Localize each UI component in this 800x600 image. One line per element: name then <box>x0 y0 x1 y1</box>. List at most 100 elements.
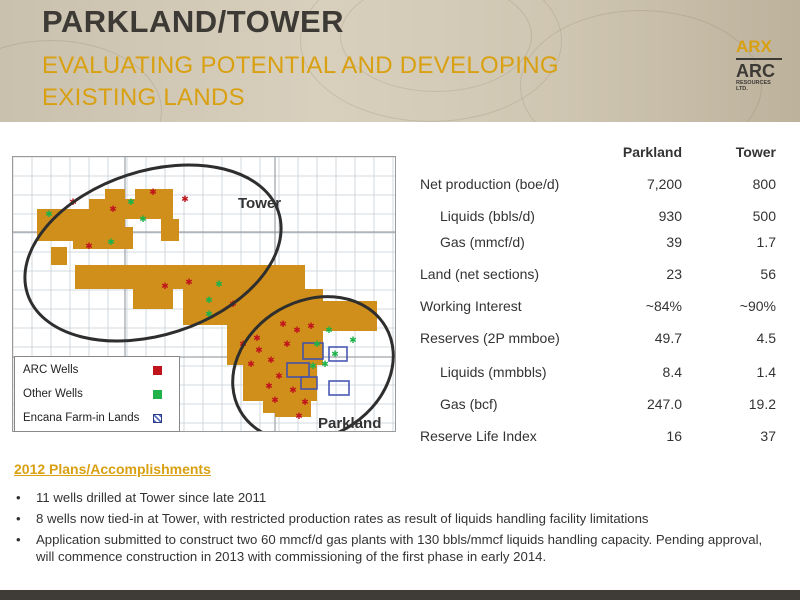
well-symbol: ✱ <box>283 340 291 350</box>
well-symbol: ✱ <box>139 215 147 225</box>
stats-tower-value: 500 <box>752 208 776 224</box>
well-symbol: ✱ <box>253 334 261 344</box>
parkland-label: Parkland <box>318 415 382 432</box>
stats-row-label: Reserve Life Index <box>420 428 537 444</box>
well-symbol: ✱ <box>85 242 93 252</box>
stats-row-label: Liquids (mmbbls) <box>440 364 547 380</box>
well-symbol: ✱ <box>301 398 309 408</box>
land-parcel <box>89 199 105 227</box>
land-parcel <box>73 227 133 249</box>
bullet-dot: • <box>16 490 21 505</box>
stats-tower-value: 37 <box>760 428 776 444</box>
land-parcel <box>51 247 67 265</box>
arc-resources-logo: ARX ARC RESOURCES LTD. <box>736 38 782 92</box>
land-parcel <box>75 265 195 289</box>
legend-swatch-farm-in <box>153 414 162 423</box>
logo-line1: RESOURCES <box>736 80 771 86</box>
land-parcel <box>125 199 135 219</box>
well-symbol: ✱ <box>255 346 263 356</box>
land-parcel <box>263 401 307 413</box>
stats-row-label: Land (net sections) <box>420 266 540 282</box>
stats-row-label: Gas (mmcf/d) <box>440 234 525 250</box>
well-symbol: ✱ <box>107 238 115 248</box>
well-symbol: ✱ <box>181 195 189 205</box>
well-symbol: ✱ <box>331 350 339 360</box>
col-header-tower: Tower <box>735 144 776 160</box>
stats-parkland-value: 7,200 <box>646 176 682 192</box>
stats-header-row: Parkland Tower <box>420 144 780 166</box>
legend-swatch-arc-wells <box>153 366 162 375</box>
stats-parkland-value: 930 <box>658 208 682 224</box>
stats-parkland-value: 39 <box>666 234 682 250</box>
legend-swatch-other-wells <box>153 390 162 399</box>
farm-in-parcel <box>300 376 318 390</box>
well-symbol: ✱ <box>149 188 157 198</box>
land-parcel <box>323 301 377 331</box>
map-graphic: ✱✱✱ ✱✱ ✱✱✱✱✱✱✱✱ ✱✱✱✱✱✱✱✱✱✱ ✱✱✱✱✱✱✱✱✱✱✱✱✱ <box>13 157 395 431</box>
well-symbol: ✱ <box>295 412 303 422</box>
well-symbol: ✱ <box>289 386 297 396</box>
land-map: ✱ ✱ ✱ ✱ ✱ ✱ ✱ ✱ ✱ ✱ ✱ ✱ ✱ ✱ ✱ ✱ ✱ ✱ ✱ ✱ ✱ ✱ ✱ ✱ ✱ ✱ ✱ ✱ ✱ ✱ ✱ ✱ ✱ ✱ ✱ ✱ <box>12 156 396 432</box>
stats-row: Reserves (2P mmboe) 49.7 4.5 <box>420 330 780 352</box>
well-symbol: ✱ <box>205 310 213 320</box>
legend-label-arc-wells: ARC Wells <box>23 364 79 376</box>
tower-label: Tower <box>238 195 282 212</box>
land-parcel <box>37 227 73 241</box>
stats-row-label: Working Interest <box>420 298 522 314</box>
well-symbol: ✱ <box>205 296 213 306</box>
header-banner: PARKLAND/TOWER EVALUATING POTENTIAL AND … <box>0 0 800 122</box>
stats-row-label: Liquids (bbls/d) <box>440 208 535 224</box>
well-symbol: ✱ <box>215 280 223 290</box>
farm-in-parcel <box>302 342 324 360</box>
farm-in-parcel <box>286 362 310 378</box>
bullet-text: Application submitted to construct two 6… <box>36 532 763 564</box>
well-symbol: ✱ <box>293 326 301 336</box>
footer-bar <box>0 590 800 600</box>
stats-row-label: Reserves (2P mmboe) <box>420 330 560 346</box>
well-symbol: ✱ <box>307 322 315 332</box>
stats-row: Gas (bcf) 247.0 19.2 <box>420 396 780 418</box>
bullet-dot: • <box>16 532 21 547</box>
stats-parkland-value: 23 <box>666 266 682 282</box>
plans-bullet: • 8 wells now tied-in at Tower, with rest… <box>14 510 784 527</box>
stats-row-label: Net production (boe/d) <box>420 176 560 192</box>
logo-rule <box>736 58 782 60</box>
plans-bullet: • 11 wells drilled at Tower since late 20… <box>14 489 784 506</box>
bullet-dot: • <box>16 511 21 526</box>
well-symbol: ✱ <box>247 360 255 370</box>
well-symbol: ✱ <box>161 282 169 292</box>
land-parcel <box>135 189 173 219</box>
well-symbol: ✱ <box>275 372 283 382</box>
page-subtitle: EVALUATING POTENTIAL AND DEVELOPING EXIS… <box>42 52 559 111</box>
logo-main-text: ARC <box>736 61 775 81</box>
stats-tower-value: 1.7 <box>756 234 776 250</box>
well-symbol: ✱ <box>127 198 135 208</box>
well-symbol: ✱ <box>279 320 287 330</box>
bullet-text: 11 wells drilled at Tower since late 201… <box>36 490 267 505</box>
col-header-parkland: Parkland <box>622 144 682 160</box>
stats-row: Working Interest ~84% ~90% <box>420 298 780 320</box>
well-symbol: ✱ <box>325 326 333 336</box>
stats-tower-value: 56 <box>760 266 776 282</box>
farm-in-parcel <box>328 380 350 396</box>
well-symbol: ✱ <box>265 382 273 392</box>
well-symbol: ✱ <box>45 210 53 220</box>
stats-tower-value: 19.2 <box>748 396 776 412</box>
bullet-text: 8 wells now tied-in at Tower, with restr… <box>36 511 649 526</box>
page-title: PARKLAND/TOWER <box>42 4 345 39</box>
well-symbol: ✱ <box>267 356 275 366</box>
plans-heading: 2012 Plans/Accomplishments <box>14 461 211 477</box>
stats-parkland-value: 49.7 <box>654 330 682 346</box>
farm-in-parcel <box>328 346 348 362</box>
stats-row: Net production (boe/d) 7,200 800 <box>420 176 780 198</box>
stats-tower-value: 1.4 <box>756 364 776 380</box>
tower-outline <box>23 163 283 343</box>
land-parcel <box>161 219 179 241</box>
stats-parkland-value: 247.0 <box>646 396 682 412</box>
well-symbol: ✱ <box>309 362 317 372</box>
well-symbol: ✱ <box>109 205 117 215</box>
stats-parkland-value: 8.4 <box>662 364 682 380</box>
legend-label-farm-in: Encana Farm-in Lands <box>23 412 140 424</box>
stats-tower-value: 4.5 <box>756 330 776 346</box>
logo-line2: LTD. <box>736 86 748 92</box>
